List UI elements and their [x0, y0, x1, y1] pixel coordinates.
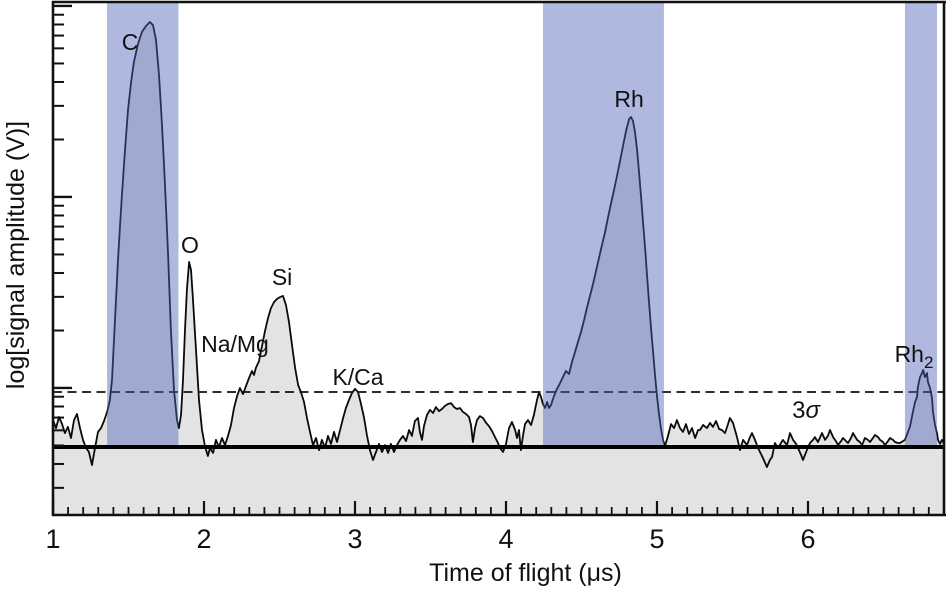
y-axis-label: log[signal amplitude (V)] — [2, 121, 30, 389]
peak-label-o: O — [181, 232, 199, 258]
threshold-label: 3σ — [792, 397, 821, 424]
peak-label-k-ca: K/Ca — [332, 364, 383, 390]
peak-label-c: C — [122, 29, 139, 55]
highlight-band-2 — [542, 3, 664, 445]
highlight-band-3 — [904, 3, 937, 445]
highlight-bands — [107, 3, 937, 445]
below-baseline-strip — [53, 447, 944, 515]
x-tick-label-1: 1 — [45, 524, 60, 554]
x-tick-label-3: 3 — [347, 524, 362, 554]
peak-label-rh2: Rh2 — [895, 341, 934, 372]
x-axis-label: Time of flight (μs) — [429, 559, 622, 587]
highlight-band-1 — [107, 3, 179, 445]
spectrum-curve — [52, 21, 945, 468]
peak-labels: C O Na/Mg Si K/Ca Rh Rh2 — [122, 29, 934, 390]
signal-area-fill — [53, 22, 945, 468]
peak-label-rh: Rh — [614, 86, 643, 112]
x-tick-label-6: 6 — [800, 524, 815, 554]
y-axis: log[signal amplitude (V)] — [2, 4, 72, 489]
plot-frame — [51, 0, 946, 517]
x-tick-label-2: 2 — [196, 524, 211, 554]
peak-label-na-mg: Na/Mg — [201, 331, 269, 357]
x-axis: 1 2 3 4 5 6 Time of flight (μs) — [45, 501, 945, 587]
x-tick-label-4: 4 — [498, 524, 513, 554]
x-tick-label-5: 5 — [649, 524, 664, 554]
peak-label-si: Si — [272, 264, 292, 290]
